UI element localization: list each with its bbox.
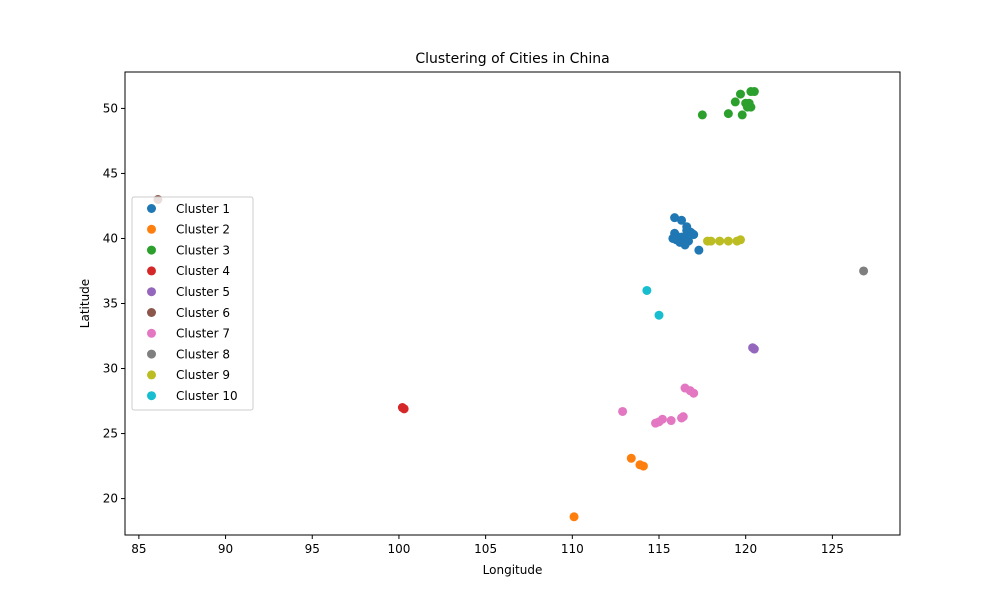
x-tick-label: 105 [474,542,497,556]
data-point [666,416,676,426]
data-point [723,236,733,246]
data-point [749,344,759,354]
legend-label: Cluster 4 [176,264,230,278]
y-tick-label: 50 [103,101,118,115]
legend-marker [147,349,156,359]
x-tick-label: 125 [821,542,844,556]
legend-item: Cluster 6 [147,306,230,320]
legend-item: Cluster 2 [147,223,230,237]
data-point [737,110,747,120]
legend: Cluster 1 Cluster 2 Cluster 3 Cluster 4 Clus… [131,196,254,411]
data-point [687,228,697,238]
y-tick-label: 30 [103,362,118,376]
legend-marker [147,245,156,255]
series-cluster-8 [859,266,869,276]
data-point [735,89,745,99]
data-point [399,404,409,414]
data-point [680,240,690,250]
legend-item: Cluster 9 [147,368,230,382]
legend-label: Cluster 9 [176,368,230,382]
series-cluster-1 [668,213,704,255]
chart-title: Clustering of Cities in China [415,51,609,67]
legend-box [131,196,254,411]
legend-marker [147,370,156,380]
legend-marker [147,328,156,338]
legend-marker [147,391,156,401]
data-point [569,512,579,522]
legend-marker [147,204,156,213]
x-tick-label: 90 [218,542,233,556]
series-cluster-7 [618,383,699,428]
y-tick-label: 20 [103,492,118,506]
legend-item: Cluster 4 [147,264,230,278]
series-cluster-4 [397,403,409,414]
x-tick-label: 120 [734,542,757,556]
data-point [638,461,648,471]
data-point [626,453,636,463]
x-tick-label: 115 [648,542,671,556]
data-point [730,97,740,107]
legend-item: Cluster 1 [147,202,230,216]
y-tick-label: 35 [103,297,118,311]
data-point [642,285,652,295]
data-point [697,110,707,120]
series-cluster-2 [569,453,648,522]
data-point [706,236,716,246]
legend-item: Cluster 10 [147,389,238,403]
y-tick-label: 25 [103,427,118,441]
series-cluster-10 [642,285,664,320]
data-point [654,310,664,320]
legend-marker [147,308,156,317]
y-axis: 20 25 30 35 40 45 50 [103,101,125,506]
legend-marker [147,224,156,234]
data-point [749,87,759,97]
legend-label: Cluster 2 [176,223,230,237]
data-point [723,109,733,119]
data-point [859,266,869,276]
x-axis: 85 90 95 100 105 110 115 120 125 [131,535,844,556]
legend-label: Cluster 6 [176,306,230,320]
data-point [694,245,704,255]
legend-item: Cluster 7 [147,327,230,341]
legend-marker [147,287,156,297]
legend-item: Cluster 3 [147,243,230,257]
legend-item: Cluster 8 [147,347,230,361]
x-tick-label: 100 [387,542,410,556]
x-tick-label: 110 [561,542,584,556]
legend-label: Cluster 7 [176,327,230,341]
series-cluster-3 [697,87,759,120]
data-point [689,388,699,398]
legend-label: Cluster 8 [176,347,230,361]
legend-label: Cluster 1 [176,202,230,216]
data-point [715,236,725,246]
data-point [746,102,756,112]
y-tick-label: 45 [103,166,118,180]
legend-label: Cluster 5 [176,285,230,299]
legend-label: Cluster 10 [176,389,238,403]
points-layer [153,87,869,522]
data-point [677,413,687,423]
data-point [735,235,745,245]
x-tick-label: 95 [305,542,320,556]
data-point [668,233,678,243]
y-axis-label: Latitude [78,279,92,328]
y-tick-label: 40 [103,231,118,245]
series-cluster-5 [748,343,759,354]
data-point [618,406,628,416]
data-point [651,418,661,428]
legend-marker [147,266,156,276]
x-tick-label: 85 [131,542,146,556]
x-axis-label: Longitude [483,563,543,577]
legend-item: Cluster 5 [147,285,230,299]
legend-label: Cluster 3 [176,243,230,257]
data-point [677,215,687,225]
data-point [670,213,680,223]
series-cluster-9 [703,235,745,246]
